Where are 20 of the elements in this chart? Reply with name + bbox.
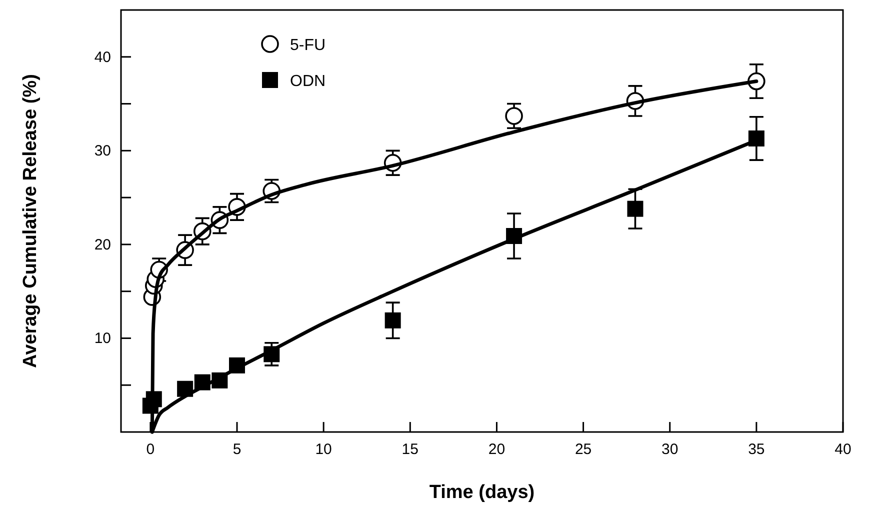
- x-tick-label: 30: [662, 441, 678, 458]
- point: [627, 200, 644, 217]
- y-tick-label: 10: [94, 330, 111, 348]
- x-tick-label: 0: [146, 441, 155, 458]
- legend-label: ODN: [290, 73, 326, 90]
- x-tick-label: 35: [748, 441, 765, 458]
- x-tick-label: 40: [834, 441, 852, 458]
- y-tick-label: 30: [94, 142, 111, 160]
- x-tick-label: 20: [488, 441, 506, 458]
- legend-label: 5-FU: [290, 37, 326, 54]
- x-tick-label: 15: [402, 441, 418, 458]
- point: [384, 312, 401, 328]
- point: [505, 107, 523, 125]
- y-tick-label: 40: [94, 48, 111, 66]
- x-axis-title: Time (days): [429, 482, 535, 503]
- y-axis-title: Average Cumulative Release (%): [20, 74, 41, 368]
- x-tick-label: 25: [574, 441, 592, 458]
- y-tick-label: 20: [94, 236, 111, 254]
- x-tick-label: 10: [315, 441, 332, 458]
- x-tick-label: 5: [232, 441, 242, 458]
